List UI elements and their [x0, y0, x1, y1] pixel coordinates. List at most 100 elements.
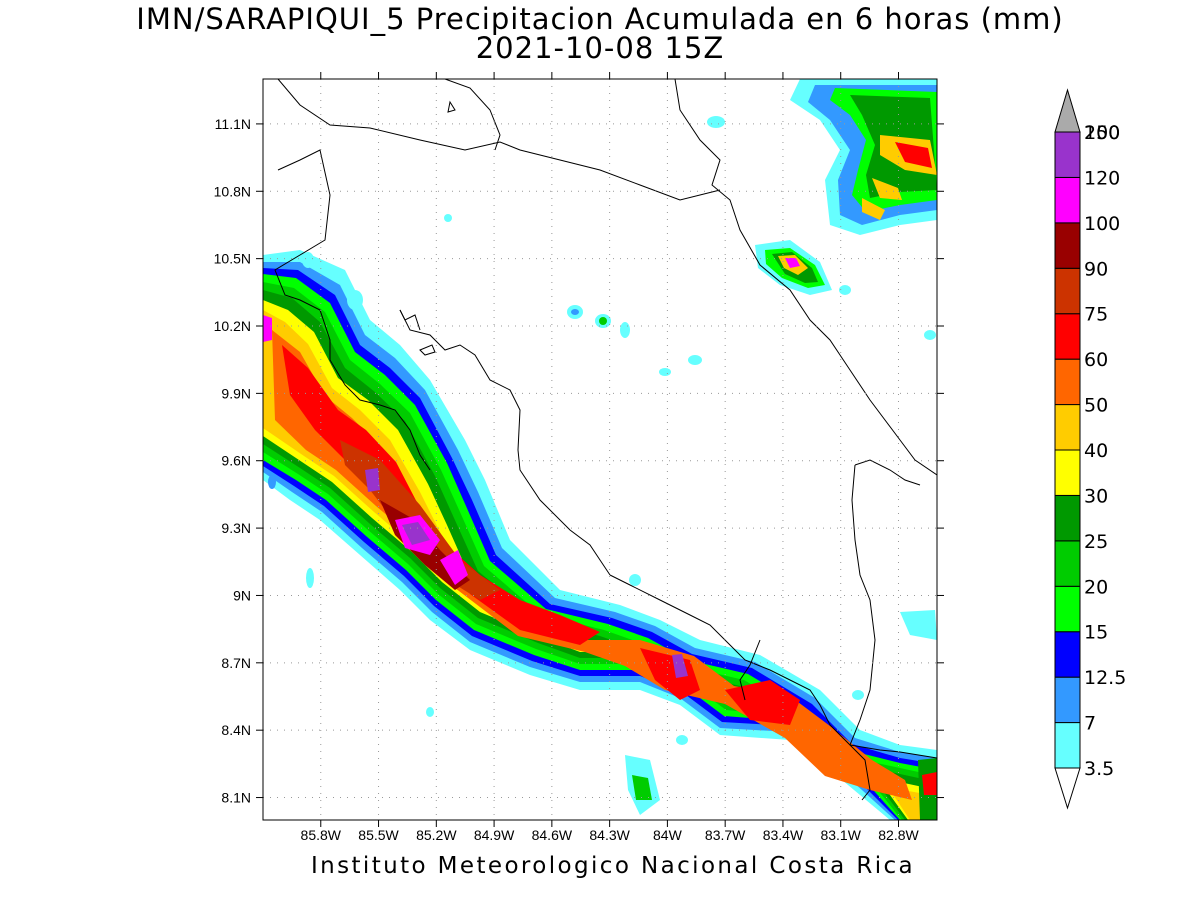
colorbar-label: 40	[1084, 440, 1108, 462]
colorbar-label: 50	[1084, 395, 1108, 417]
colorbar-swatch	[1054, 494, 1081, 542]
rain-cell-small	[688, 355, 702, 365]
colorbar-swatch	[1054, 722, 1081, 769]
colorbar-label: 75	[1084, 304, 1108, 326]
lon-tick-label: 85.5W	[358, 827, 399, 843]
colorbar-swatch	[1054, 585, 1081, 633]
rain-cell-small	[924, 330, 936, 340]
colorbar-label: 90	[1084, 258, 1108, 280]
lat-tick-label: 11.1N	[215, 116, 251, 132]
colorbar-label: 60	[1084, 349, 1108, 371]
lat-tick-label: 8.7N	[221, 655, 251, 671]
lat-tick-label: 9.9N	[221, 385, 251, 401]
colorbar-label: 3.5	[1084, 758, 1114, 780]
colorbar-swatch	[1054, 313, 1081, 360]
panama-border	[849, 464, 876, 801]
rain-cell-small	[620, 322, 630, 338]
nicoya-peninsula-coast	[399, 309, 421, 331]
lat-tick-label: 9.6N	[221, 453, 251, 469]
lat-tick-label: 10.5N	[214, 251, 251, 267]
lon-tick-label: 83.1W	[820, 827, 861, 843]
colorbar-label: 20	[1084, 576, 1108, 598]
precipitation-field	[263, 79, 937, 820]
map-title: IMN/SARAPIQUI_5 Precipitacion Acumulada …	[136, 2, 1064, 36]
gulf-of-nicoya-coast	[399, 309, 611, 576]
gridlines	[263, 79, 937, 820]
lat-tick-label: 8.1N	[221, 790, 251, 806]
lat-tick-label: 8.4N	[221, 722, 251, 738]
colorbar-swatch	[1054, 404, 1081, 451]
rain-cell-offshore	[900, 610, 937, 640]
rain-cell-small	[676, 735, 688, 745]
rain-cell-small	[268, 475, 276, 489]
colorbar-label: 30	[1084, 485, 1108, 507]
colorbar-label: 25	[1084, 531, 1108, 553]
rain-cell-north	[785, 258, 800, 268]
colorbar-label: 100	[1084, 213, 1120, 235]
footer-credit: Instituto Meteorologico Nacional Costa R…	[310, 853, 916, 879]
rain-cell-small	[426, 707, 434, 717]
lon-tick-label: 84.9W	[474, 827, 515, 843]
burica-coast	[849, 744, 937, 759]
axes: 11.1N 10.8N 10.5N 10.2N 9.9N 9.6N 9.3N 9N 8.7N 8.…	[214, 72, 944, 843]
map-subtitle: 2021-10-08 15Z	[475, 31, 725, 65]
plot-frame	[262, 78, 938, 821]
lon-tick-label: 85.8W	[301, 827, 342, 843]
rain-band-pacific	[640, 648, 700, 700]
colorbar-swatch	[1054, 676, 1081, 724]
colorbar-swatch	[1054, 540, 1081, 587]
colorbar-label: 120	[1084, 167, 1120, 189]
caribbean-coast	[674, 79, 937, 476]
rain-cell-caribbean	[895, 142, 932, 168]
colorbar-swatch	[1054, 267, 1081, 315]
lon-tick-label: 83.4W	[763, 827, 804, 843]
rain-cell-small	[707, 116, 725, 128]
lake-nicaragua-shore	[444, 79, 501, 151]
rain-cell-small	[302, 252, 314, 268]
colorbar-lower-triangle	[1054, 767, 1081, 810]
colorbar-swatch	[1054, 131, 1081, 178]
rain-band-pacific	[272, 330, 912, 800]
colorbar-swatch	[1054, 222, 1081, 269]
colorbar-label: 7	[1084, 713, 1096, 735]
rain-core	[263, 315, 272, 342]
coastlines	[274, 79, 937, 801]
lat-tick-label: 10.8N	[214, 183, 251, 199]
colorbar-label: 15	[1084, 622, 1108, 644]
central-pacific-coast	[609, 574, 851, 746]
colorbar-swatch	[1054, 449, 1081, 496]
rain-core	[365, 468, 380, 492]
rain-core	[440, 550, 468, 585]
rain-core	[672, 654, 688, 678]
colorbar-label: 12.5	[1084, 667, 1126, 689]
rain-cell-southeast	[922, 772, 937, 795]
rain-cell-small	[599, 317, 607, 325]
lon-tick-label: 83.7W	[705, 827, 746, 843]
rain-band-pacific	[725, 680, 800, 725]
nicaragua-border	[277, 79, 721, 201]
rain-cell-small	[347, 290, 363, 310]
rain-cell-offshore	[632, 775, 652, 800]
colorbar-label: 200	[1084, 122, 1120, 144]
rain-cell-small	[852, 690, 864, 700]
colorbar-upper-triangle	[1054, 88, 1081, 133]
rain-cell-small	[629, 574, 641, 586]
colorbar-swatch	[1054, 631, 1081, 678]
rain-core	[402, 522, 430, 545]
lat-tick-label: 9.3N	[221, 520, 251, 536]
lat-tick-label: 9N	[233, 587, 251, 603]
rain-cell-caribbean	[872, 178, 902, 200]
colorbar-swatch	[1054, 358, 1081, 406]
small-island	[447, 100, 456, 113]
rain-cell-caribbean	[862, 198, 885, 220]
rain-cell-small	[659, 368, 671, 376]
lon-tick-label: 82.8W	[878, 827, 919, 843]
lon-tick-label: 84.6W	[532, 827, 573, 843]
small-island	[419, 344, 436, 356]
colorbar-label: 150	[1084, 122, 1120, 144]
rain-cell-small	[444, 214, 452, 222]
lon-tick-label: 84W	[653, 827, 683, 843]
pacific-coast	[274, 149, 431, 471]
